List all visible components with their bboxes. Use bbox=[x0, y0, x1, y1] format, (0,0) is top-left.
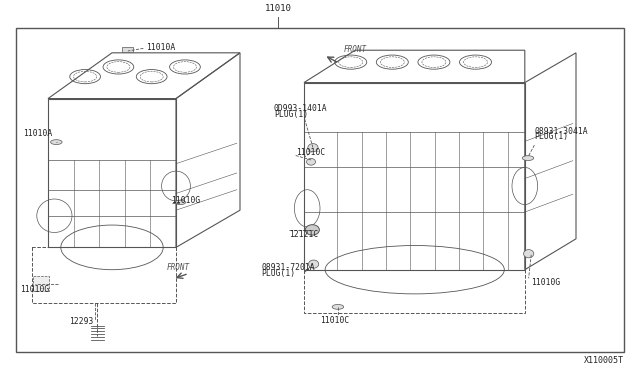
Text: 11010A: 11010A bbox=[146, 43, 175, 52]
Ellipse shape bbox=[308, 260, 319, 268]
Ellipse shape bbox=[51, 140, 62, 144]
Ellipse shape bbox=[522, 155, 534, 161]
Text: 0D993-1401A: 0D993-1401A bbox=[274, 105, 328, 113]
Text: PLUG(1): PLUG(1) bbox=[534, 132, 568, 141]
Ellipse shape bbox=[524, 250, 534, 258]
Text: 12121C: 12121C bbox=[289, 230, 319, 239]
Bar bbox=[122, 47, 133, 52]
Ellipse shape bbox=[307, 158, 316, 165]
Text: 11010: 11010 bbox=[265, 4, 292, 13]
Text: 11010C: 11010C bbox=[296, 148, 325, 157]
Text: FRONT: FRONT bbox=[344, 45, 367, 54]
Ellipse shape bbox=[332, 304, 344, 310]
Ellipse shape bbox=[305, 225, 319, 235]
Ellipse shape bbox=[175, 200, 186, 205]
Text: X110005T: X110005T bbox=[584, 356, 624, 365]
Text: FRONT: FRONT bbox=[166, 263, 189, 272]
Text: PLUG(1): PLUG(1) bbox=[261, 269, 295, 278]
Text: 11010C: 11010C bbox=[320, 316, 349, 325]
Text: PLUG(1): PLUG(1) bbox=[274, 110, 308, 119]
FancyBboxPatch shape bbox=[33, 276, 49, 291]
Text: 12293: 12293 bbox=[69, 317, 93, 326]
Text: 11010G: 11010G bbox=[172, 196, 201, 205]
Bar bbox=[16, 28, 624, 352]
Ellipse shape bbox=[308, 144, 318, 152]
Text: 11010G: 11010G bbox=[531, 278, 561, 287]
Text: 11010A: 11010A bbox=[23, 129, 52, 138]
Text: 08931-3041A: 08931-3041A bbox=[534, 127, 588, 136]
Text: 11010G: 11010G bbox=[20, 285, 50, 294]
Text: 08931-7201A: 08931-7201A bbox=[261, 263, 315, 272]
